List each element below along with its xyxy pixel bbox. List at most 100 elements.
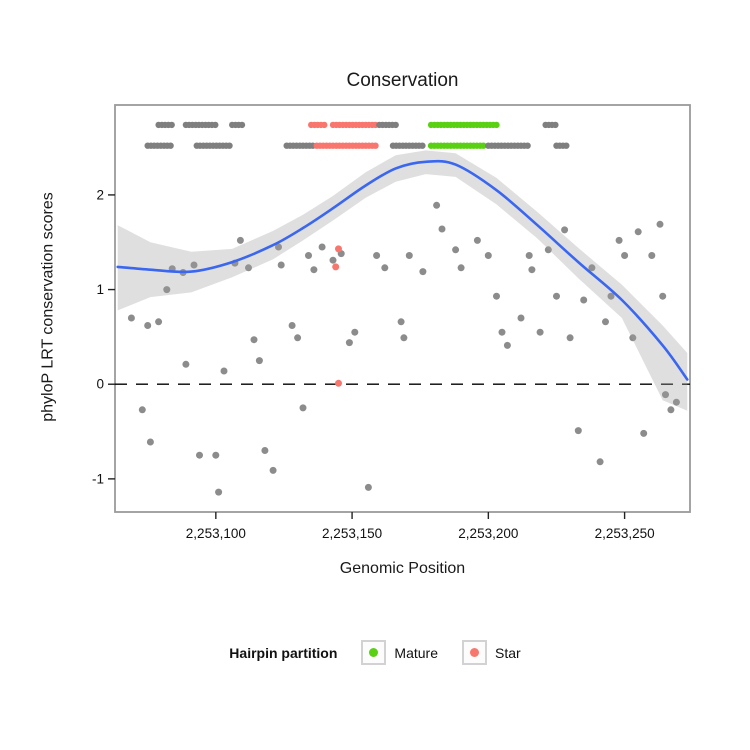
partition-point	[372, 142, 379, 149]
data-point	[629, 334, 637, 342]
data-point	[659, 292, 667, 300]
data-point	[318, 243, 326, 251]
data-point	[580, 296, 588, 304]
data-point	[261, 447, 269, 454]
data-point	[236, 236, 244, 244]
x-tick-label: 2,253,150	[322, 526, 382, 541]
data-point	[294, 334, 302, 342]
data-point	[656, 220, 664, 228]
data-point	[634, 228, 642, 236]
data-point	[621, 252, 629, 259]
data-point	[215, 488, 223, 496]
data-point	[596, 458, 604, 466]
data-point	[602, 318, 609, 326]
legend-label-mature: Mature	[394, 644, 438, 661]
data-point	[544, 246, 552, 254]
data-point	[553, 292, 560, 300]
data-point	[517, 314, 525, 322]
data-point	[305, 252, 312, 259]
data-point	[127, 314, 135, 322]
legend-item-star: Star	[462, 640, 521, 665]
data-point	[457, 264, 465, 272]
data-point	[288, 322, 296, 329]
data-point	[373, 252, 381, 259]
y-tick-label: 1	[96, 282, 104, 297]
partition-point	[524, 142, 531, 149]
data-point	[255, 357, 263, 365]
data-point	[640, 429, 648, 437]
data-point	[536, 328, 544, 336]
data-point	[588, 264, 596, 272]
plot-panel	[114, 104, 691, 513]
x-tick-label: 2,253,250	[595, 526, 655, 541]
data-point	[345, 339, 353, 347]
data-point	[561, 226, 569, 234]
data-point	[473, 236, 481, 244]
data-point	[245, 264, 252, 272]
legend-item-mature: Mature	[361, 640, 438, 665]
star-dot-icon	[470, 648, 479, 657]
data-point	[484, 252, 492, 259]
partition-point	[321, 121, 328, 129]
smooth-line	[116, 159, 689, 381]
legend-title: Hairpin partition	[229, 644, 338, 661]
partition-point	[552, 121, 559, 129]
data-point	[662, 391, 669, 399]
data-point	[433, 201, 441, 209]
data-point	[566, 334, 574, 342]
data-point-star	[332, 263, 340, 271]
data-point	[163, 286, 171, 294]
data-point	[397, 318, 405, 326]
partition-row	[155, 121, 559, 129]
data-point	[528, 266, 536, 274]
legend-label-star: Star	[495, 644, 521, 661]
data-point	[182, 360, 190, 368]
partition-point	[392, 121, 399, 129]
mature-dot-icon	[369, 648, 379, 657]
data-point	[405, 252, 413, 259]
data-point	[364, 483, 372, 491]
data-point	[351, 328, 359, 336]
partition-point	[419, 142, 426, 149]
x-tick-label: 2,253,100	[186, 526, 246, 541]
data-point	[144, 322, 152, 329]
data-point	[503, 341, 511, 349]
data-point-star	[335, 379, 342, 387]
data-point	[220, 367, 228, 375]
x-axis-label: Genomic Position	[339, 560, 466, 577]
partition-point	[493, 121, 500, 129]
data-point	[400, 334, 408, 342]
data-point	[310, 266, 318, 274]
x-tick-label: 2,253,200	[458, 526, 518, 541]
y-axis-label: phyloP LRT conservation scores	[39, 192, 57, 422]
data-point	[275, 243, 282, 251]
data-point-star	[335, 245, 342, 253]
legend: Hairpin partition Mature Star	[0, 640, 750, 665]
y-tick-label: 2	[96, 187, 104, 202]
data-point	[196, 451, 203, 459]
partition-point	[212, 121, 219, 129]
data-point	[648, 252, 656, 259]
data-point	[498, 328, 506, 336]
chart-title: Conservation	[346, 70, 459, 91]
y-tick-label: -1	[92, 471, 104, 486]
data-point	[525, 252, 533, 259]
data-point	[155, 318, 163, 326]
data-point	[299, 404, 307, 412]
data-point	[438, 225, 446, 233]
data-point	[607, 292, 615, 300]
partition-point	[226, 142, 233, 149]
data-point	[329, 256, 337, 264]
data-point	[493, 292, 500, 300]
partition-point	[167, 142, 174, 149]
data-point	[146, 438, 154, 446]
partition-point	[238, 121, 246, 129]
data-point	[574, 427, 582, 435]
scatter-points-star	[332, 245, 342, 387]
scatter-points-other	[127, 201, 680, 496]
data-point	[250, 336, 258, 344]
data-point	[452, 246, 460, 254]
legend-key-mature	[361, 640, 387, 665]
